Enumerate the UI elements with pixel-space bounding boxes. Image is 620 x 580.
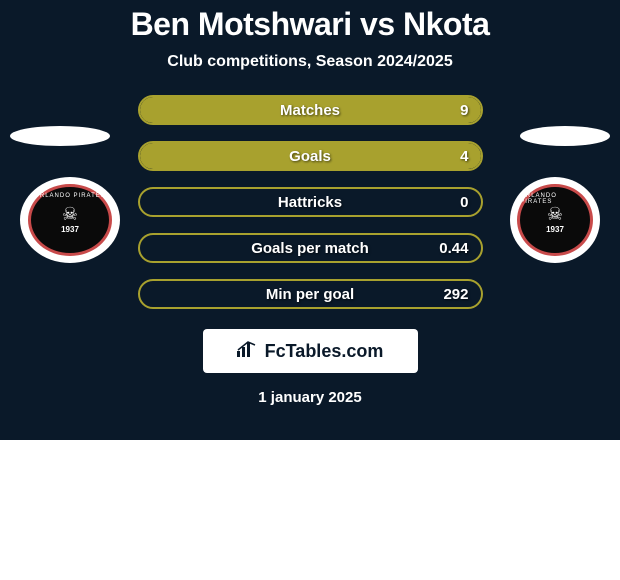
club-badge-right-inner: ORLANDO PIRATES ☠ 1937 <box>517 184 593 256</box>
page-subtitle: Club competitions, Season 2024/2025 <box>167 53 452 71</box>
page-title: Ben Motshwari vs Nkota <box>131 6 490 43</box>
stat-bar: Hattricks 0 <box>138 187 483 217</box>
skull-crossbones-icon: ☠ <box>62 205 78 223</box>
stat-bar-value: 0 <box>460 194 468 211</box>
skull-crossbones-icon: ☠ <box>547 205 563 223</box>
club-badge-right-year: 1937 <box>546 225 564 234</box>
stat-bar-value: 292 <box>443 286 468 303</box>
brand-pill[interactable]: FcTables.com <box>203 329 418 373</box>
stat-bar-value: 4 <box>460 148 468 165</box>
stat-bar: Goals per match 0.44 <box>138 233 483 263</box>
player-logo-right-placeholder <box>520 126 610 146</box>
stat-bar: Min per goal 292 <box>138 279 483 309</box>
comparison-panel: Ben Motshwari vs Nkota Club competitions… <box>0 0 620 440</box>
stat-bar-label: Hattricks <box>278 194 342 211</box>
stat-bars: Matches 9 Goals 4 Hattricks 0 Goals per match 0… <box>138 95 483 309</box>
club-badge-left-inner: ORLANDO PIRATES ☠ 1937 <box>28 184 112 256</box>
stat-bar: Matches 9 <box>138 95 483 125</box>
stat-bar: Goals 4 <box>138 141 483 171</box>
club-badge-right: ORLANDO PIRATES ☠ 1937 <box>510 177 600 263</box>
footer-date: 1 january 2025 <box>258 389 361 406</box>
club-badge-left: ORLANDO PIRATES ☠ 1937 <box>20 177 120 263</box>
stat-bar-label: Matches <box>280 102 340 119</box>
stat-bar-label: Min per goal <box>266 286 354 303</box>
club-badge-left-arc-text: ORLANDO PIRATES <box>34 193 106 199</box>
brand-text: FcTables.com <box>265 341 384 362</box>
player-logo-left-placeholder <box>10 126 110 146</box>
club-badge-right-arc-text: ORLANDO PIRATES <box>520 193 590 205</box>
stat-bar-label: Goals <box>289 148 331 165</box>
stat-bar-value: 0.44 <box>439 240 468 257</box>
stat-bar-label: Goals per match <box>251 240 369 257</box>
club-badge-left-year: 1937 <box>61 225 79 234</box>
chart-icon <box>237 341 259 362</box>
stat-bar-value: 9 <box>460 102 468 119</box>
